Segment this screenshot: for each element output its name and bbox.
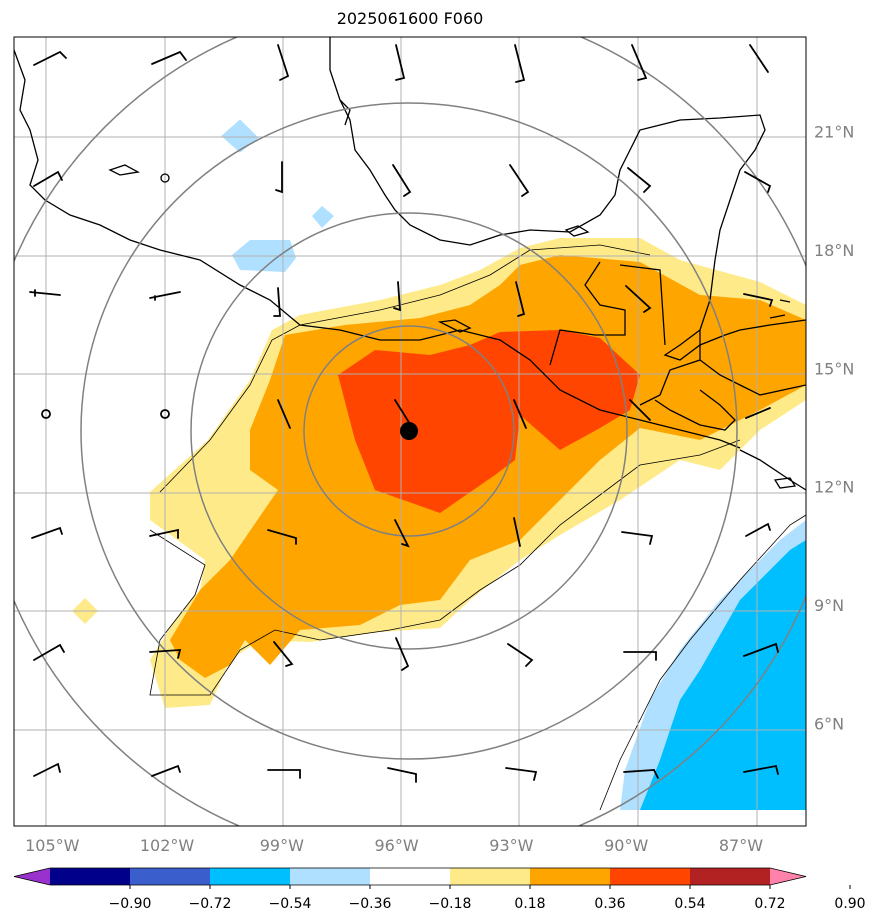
longitude-labels: 105°W 102°W 99°W 96°W 93°W 90°W 87°W <box>25 836 763 855</box>
plot-title: 2025061600 F060 <box>336 9 484 28</box>
anomaly-fill-0.54 <box>338 330 640 513</box>
colorbar-extension-high <box>770 868 806 885</box>
latitude-tick-label: 15°N <box>814 359 854 378</box>
colorbar-segment <box>450 868 531 885</box>
colorbar-segment <box>610 868 691 885</box>
colorbar-segment <box>530 868 611 885</box>
longitude-tick-label: 87°W <box>719 836 763 855</box>
longitude-tick-label: 96°W <box>375 836 419 855</box>
colorbar-tick-label: −0.72 <box>189 896 232 912</box>
anomaly-small-1 <box>221 119 259 153</box>
latitude-tick-label: 9°N <box>814 596 844 615</box>
contour-line <box>149 244 741 696</box>
latitude-tick-label: 12°N <box>814 478 854 497</box>
colorbar-tick-label: −0.36 <box>349 896 392 912</box>
gridlines <box>14 37 806 826</box>
colorbar: −0.90 −0.72 −0.54 −0.36 −0.18 0.18 0.36 0.54 0.7… <box>13 867 866 912</box>
longitude-tick-label: 99°W <box>260 836 304 855</box>
colorbar-tick-label: 0.90 <box>834 896 865 912</box>
anomaly-fill-neg-0.36 <box>640 540 806 810</box>
colorbar-extension-low <box>14 868 50 885</box>
colorbar-segment <box>50 868 131 885</box>
colorbar-segment <box>370 868 451 885</box>
map-panel <box>14 37 806 826</box>
latitude-tick-label: 21°N <box>814 123 854 142</box>
colorbar-tick-label: −0.54 <box>269 896 312 912</box>
longitude-tick-label: 90°W <box>604 836 648 855</box>
latitude-tick-label: 6°N <box>814 714 844 733</box>
storm-center-marker <box>400 422 418 440</box>
longitude-tick-label: 93°W <box>489 836 533 855</box>
colorbar-tick-label: −0.90 <box>109 896 152 912</box>
latitude-labels: 21°N 18°N 15°N 12°N 9°N 6°N <box>814 123 854 734</box>
range-rings <box>14 37 806 826</box>
colorbar-segment <box>290 868 371 885</box>
coastlines <box>14 37 806 491</box>
colorbar-outline <box>13 867 807 886</box>
latitude-tick-label: 18°N <box>814 241 854 260</box>
anomaly-small-3 <box>312 206 334 228</box>
colorbar-tick-label: 0.36 <box>594 896 625 912</box>
contour-line-neg <box>599 514 806 811</box>
wind-barbs <box>29 44 779 783</box>
map-frame <box>13 36 807 827</box>
colorbar-tick-label: 0.54 <box>674 896 705 912</box>
colorbar-segment <box>690 868 771 885</box>
colorbar-segment <box>210 868 291 885</box>
longitude-tick-label: 102°W <box>140 836 195 855</box>
colorbar-segment <box>130 868 211 885</box>
longitude-tick-label: 105°W <box>25 836 80 855</box>
colorbar-tick-label: 0.72 <box>754 896 785 912</box>
colorbar-tick-label: 0.18 <box>514 896 545 912</box>
colorbar-tick-label: −0.18 <box>429 896 472 912</box>
